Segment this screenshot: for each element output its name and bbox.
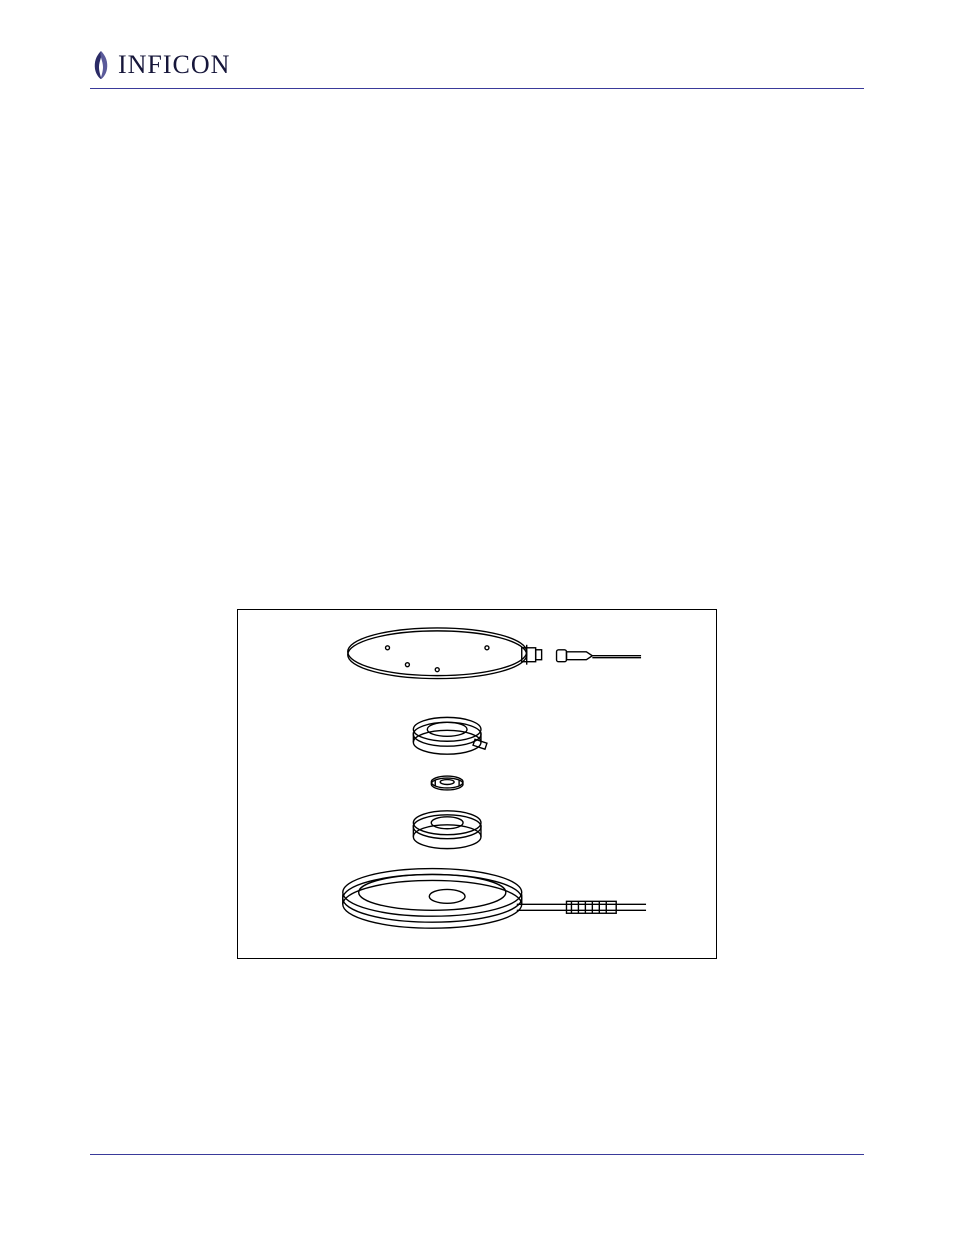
small-washer [431,776,463,790]
brand-logo: INFICON [90,50,864,80]
base-ring-with-tube [343,869,646,929]
header-rule [90,88,864,89]
lower-ring [413,811,481,849]
top-plate-with-connector [348,628,542,679]
cable-plug [557,650,642,662]
figure-container [90,609,864,959]
upper-ring [413,717,487,754]
brand-name: INFICON [118,50,230,80]
exploded-diagram [237,609,717,959]
page: INFICON [0,0,954,1235]
brand-mark-icon [90,51,112,79]
footer-rule [90,1154,864,1155]
